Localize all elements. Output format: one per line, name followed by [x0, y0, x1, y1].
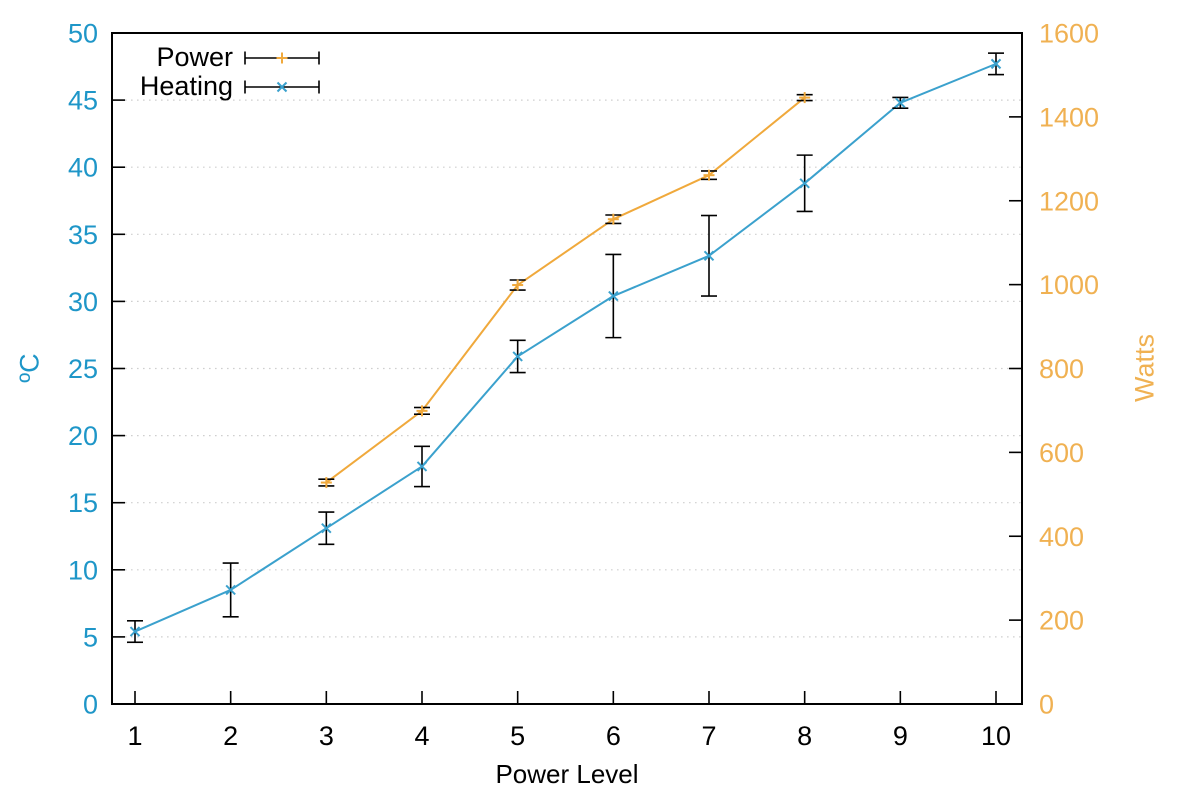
- right-axis-tick-label: 1600: [1039, 19, 1099, 49]
- x-axis-tick-label: 8: [797, 721, 812, 751]
- left-axis-title: ºC: [14, 353, 45, 383]
- cross-marker: [895, 97, 906, 108]
- left-axis-tick-label: 10: [68, 555, 98, 585]
- errorbar-sample-icon: [244, 80, 320, 93]
- cross-marker: [416, 461, 428, 472]
- right-axis: 0 200 400 600 800 1000 1200 1400 1600: [1009, 19, 1099, 720]
- x-axis-tick-label: 7: [701, 721, 716, 751]
- cross-marker: [512, 351, 523, 362]
- legend-entry-heating: Heating: [133, 71, 321, 101]
- left-axis-tick-label: 15: [68, 488, 98, 518]
- marker-stroke: [416, 461, 428, 472]
- x-axis-tick-label: 10: [981, 721, 1011, 751]
- right-axis-tick-label: 1200: [1039, 186, 1099, 216]
- legend-label-power: Power: [156, 42, 233, 72]
- marker-stroke: [512, 351, 523, 362]
- left-axis-tick-label: 45: [68, 86, 98, 116]
- marker-stroke: [990, 58, 1002, 70]
- right-axis-tick-label: 800: [1039, 354, 1084, 384]
- marker-stroke: [225, 584, 236, 596]
- marker-stroke: [799, 178, 810, 189]
- left-axis: 0 5 10 15 20 25 30 35 40 45 50: [68, 19, 125, 720]
- x-axis-tick-label: 5: [510, 721, 525, 751]
- cross-marker: [129, 626, 141, 637]
- left-axis-tick-label: 50: [68, 19, 98, 49]
- right-axis-title: Watts: [1129, 333, 1160, 403]
- left-axis-tick-label: 30: [68, 287, 98, 317]
- marker-stroke: [608, 290, 619, 302]
- left-axis-tick-label: 0: [83, 690, 98, 720]
- marker-stroke: [703, 250, 715, 261]
- legend: Power Heating: [133, 42, 321, 101]
- right-axis-tick-label: 200: [1039, 606, 1084, 636]
- right-axis-tick-label: 600: [1039, 438, 1084, 468]
- legend-entry-power: Power: [133, 42, 321, 72]
- right-axis-tick-label: 400: [1039, 522, 1084, 552]
- series-power: [318, 92, 813, 489]
- cross-marker: [225, 584, 236, 596]
- series-heating: [127, 52, 1004, 644]
- plus-marker: [799, 92, 811, 104]
- cross-marker: [990, 58, 1002, 70]
- cross-marker: [321, 522, 332, 534]
- left-axis-tick-label: 20: [68, 421, 98, 451]
- gridlines: [113, 99, 1021, 638]
- left-axis-tick-label: 35: [68, 220, 98, 250]
- x-axis: 1 2 3 4 5 6 7 8 9 10: [127, 691, 1011, 751]
- plus-marker: [703, 169, 715, 181]
- plot-border: [111, 32, 1023, 705]
- series-line: [134, 62, 997, 633]
- left-axis-tick-label: 25: [68, 354, 98, 384]
- series-line: [325, 96, 806, 484]
- right-axis-tick-label: 0: [1039, 690, 1054, 720]
- plus-marker: [607, 213, 619, 225]
- x-axis-tick-label: 4: [414, 721, 429, 751]
- marker-stroke: [895, 97, 906, 108]
- x-axis-tick-label: 2: [223, 721, 238, 751]
- x-axis-tick-label: 3: [319, 721, 334, 751]
- right-axis-tick-label: 1400: [1039, 102, 1099, 132]
- x-axis-tick-label: 6: [606, 721, 621, 751]
- right-axis-tick-label: 1000: [1039, 270, 1099, 300]
- errorbar-sample-icon: [244, 51, 320, 64]
- marker-stroke: [321, 522, 332, 534]
- x-axis-title: Power Level: [495, 759, 639, 789]
- left-axis-tick-label: 40: [68, 153, 98, 183]
- cross-marker: [703, 250, 715, 261]
- x-axis-tick-label: 9: [893, 721, 908, 751]
- cross-marker: [608, 290, 619, 302]
- plus-marker: [512, 279, 524, 291]
- left-axis-tick-label: 5: [83, 622, 98, 652]
- legend-label-heating: Heating: [139, 71, 233, 101]
- x-axis-tick-label: 1: [127, 721, 142, 751]
- cross-marker: [799, 178, 810, 189]
- plus-marker: [416, 405, 428, 417]
- plus-marker: [320, 477, 332, 489]
- marker-stroke: [129, 626, 141, 637]
